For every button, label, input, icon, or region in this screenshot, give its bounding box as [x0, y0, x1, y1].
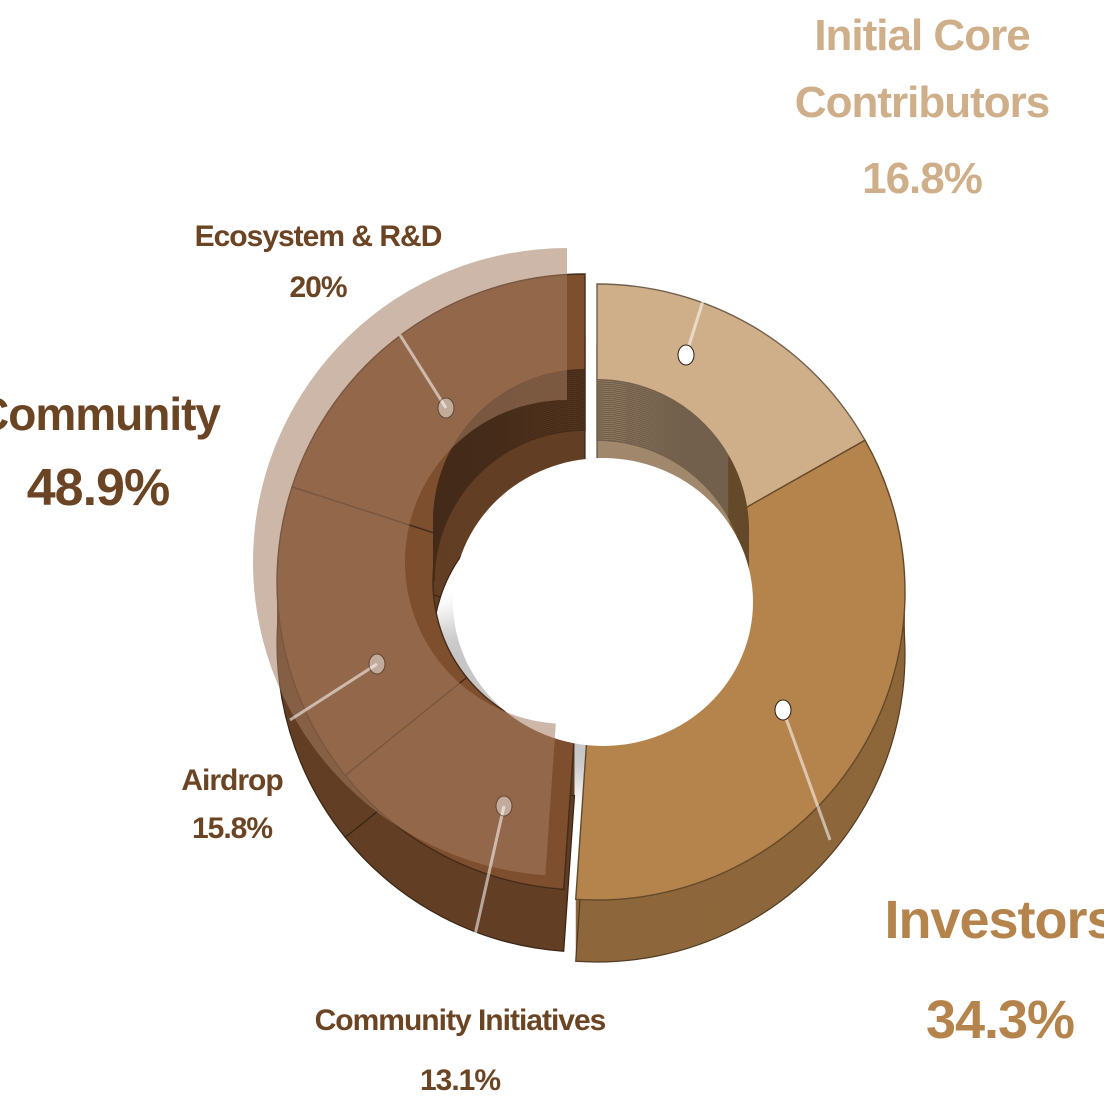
label-airdrop: Airdrop	[181, 764, 283, 797]
leader-line-investors	[781, 709, 832, 841]
leader-dot-investors	[774, 699, 792, 721]
slice-inner-wall-initial-core-contributors	[597, 397, 730, 475]
slice-inner-wall-initial-core-contributors	[597, 389, 730, 467]
value-airdrop: 15.8%	[192, 812, 272, 845]
leader-line-initial-core-contributors	[684, 151, 742, 356]
slice-inner-wall-initial-core-contributors	[597, 421, 730, 499]
leader-dot-ecosystem-rd	[437, 397, 455, 419]
slice-inner-wall-initial-core-contributors	[597, 405, 730, 483]
slice-inner-wall-initial-core-contributors	[597, 415, 730, 493]
slice-inner-wall-initial-core-contributors	[597, 385, 730, 463]
slice-inner-wall-initial-core-contributors	[597, 429, 730, 507]
slice-inner-wall-initial-core-contributors	[597, 419, 730, 497]
leader-line-community-initiatives	[464, 805, 506, 976]
slice-inner-wall-initial-core-contributors	[597, 403, 730, 481]
community-group-overlay	[253, 248, 567, 876]
donut-hole	[453, 458, 753, 746]
leader-line-ecosystem-rd	[398, 334, 448, 409]
value-initial-core-contributors: 16.8%	[862, 154, 982, 203]
slice-inner-wall-initial-core-contributors	[597, 391, 730, 469]
slice-inner-wall-initial-core-contributors	[597, 409, 730, 487]
slice-inner-wall-initial-core-contributors	[597, 387, 730, 465]
slice-inner-wall-initial-core-contributors	[597, 381, 730, 459]
slice-inner-wall-airdrop	[433, 534, 443, 581]
label-initial-core-contributors-line-2: Contributors	[795, 78, 1049, 127]
slice-inner-wall-initial-core-contributors	[597, 413, 730, 491]
value-community: 48.9%	[27, 459, 169, 517]
slice-inner-wall-initial-core-contributors	[597, 393, 730, 471]
label-community: Community	[0, 388, 221, 440]
slice-inner-wall-initial-core-contributors	[597, 395, 730, 473]
leader-line-airdrop	[289, 662, 378, 722]
slice-inner-wall-initial-core-contributors	[597, 439, 730, 517]
slice-inner-wall-initial-core-contributors	[597, 383, 730, 461]
label-initial-core-contributors-line-1: Initial Core	[814, 11, 1029, 60]
value-community-initiatives: 13.1%	[420, 1064, 500, 1097]
slice-inner-wall-initial-core-contributors	[597, 423, 730, 501]
slice-inner-wall-initial-core-contributors	[597, 417, 730, 495]
label-investors: Investors	[884, 890, 1104, 950]
slice-inner-wall-initial-core-contributors	[597, 437, 730, 515]
slice-inner-wall-initial-core-contributors	[597, 379, 730, 457]
leader-dot-initial-core-contributors	[677, 344, 695, 366]
value-ecosystem-rd: 20%	[289, 271, 346, 304]
slice-inner-wall-initial-core-contributors	[597, 401, 730, 479]
value-investors: 34.3%	[926, 990, 1074, 1050]
slice-inner-wall-initial-core-contributors	[597, 427, 730, 505]
label-community-initiatives: Community Initiatives	[315, 1004, 606, 1037]
slice-inner-wall-initial-core-contributors	[597, 411, 730, 489]
slice-inner-wall-initial-core-contributors	[597, 425, 730, 503]
leader-dot-community-initiatives	[495, 795, 513, 817]
slice-inner-wall-initial-core-contributors	[597, 433, 730, 511]
slice-inner-wall-initial-core-contributors	[597, 431, 730, 509]
slice-inner-wall-initial-core-contributors	[597, 435, 730, 513]
slice-inner-wall-initial-core-contributors	[597, 407, 730, 485]
slice-inner-wall-initial-core-contributors	[597, 399, 730, 477]
label-ecosystem-rd: Ecosystem & R&D	[195, 220, 442, 253]
leader-dot-airdrop	[368, 653, 386, 675]
